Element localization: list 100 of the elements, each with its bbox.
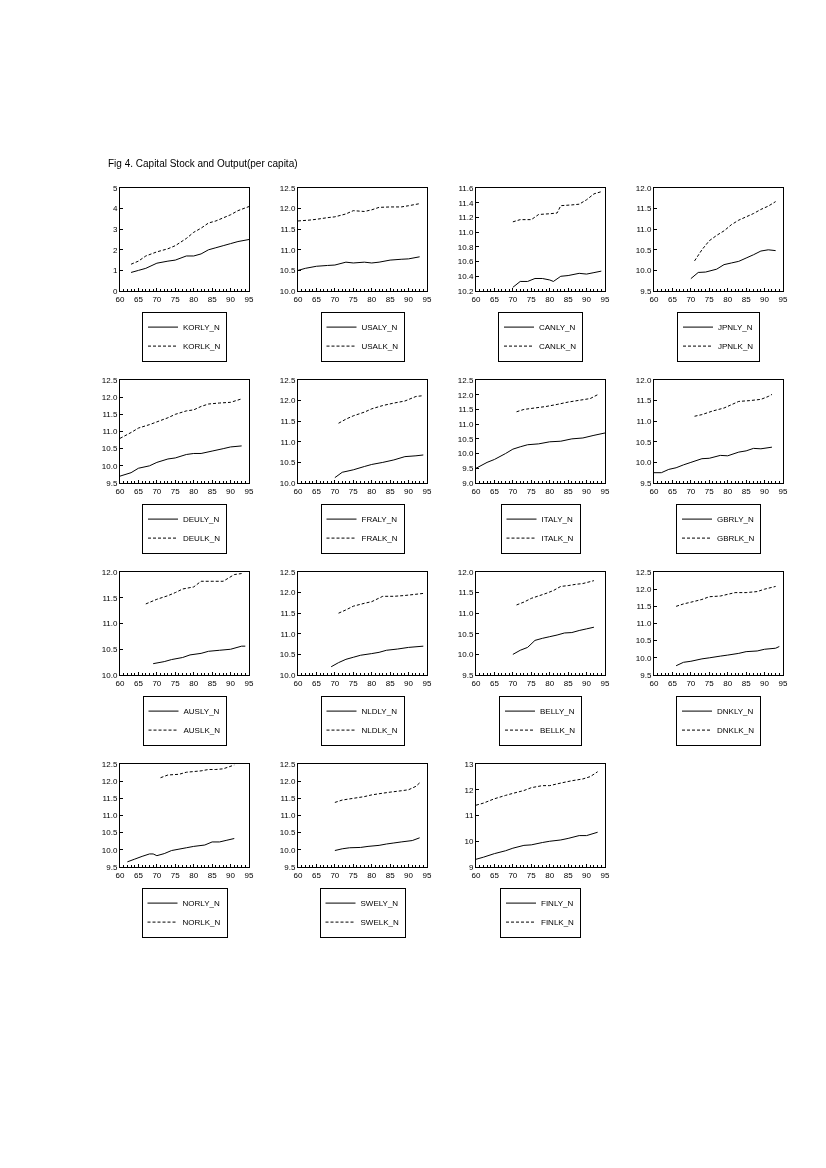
x-tick-label: 65 <box>133 486 144 496</box>
y-tick-label: 11.0 <box>636 225 652 234</box>
x-tick-label: 95 <box>778 678 788 688</box>
y-tick-label: 1 <box>112 266 118 276</box>
legend-label: DNKLK_N <box>717 726 755 736</box>
x-tick-label: 65 <box>133 870 144 880</box>
y-tick-label: 10.0 <box>279 286 296 296</box>
x-tick-label: 65 <box>311 294 322 304</box>
x-tick-label: 90 <box>582 870 592 880</box>
x-tick-label: 85 <box>207 294 218 304</box>
legend-label: SWELY_N <box>360 899 399 909</box>
line-series <box>334 782 421 803</box>
y-tick-label: 9.5 <box>640 670 652 680</box>
x-tick-label: 85 <box>563 870 574 880</box>
x-tick-label: 85 <box>385 678 396 688</box>
x-tick-label: 95 <box>244 870 254 880</box>
y-tick-label: 11.0 <box>102 427 118 437</box>
y-tick-label: 10.5 <box>101 444 118 454</box>
x-tick-label: 80 <box>189 678 199 688</box>
x-tick-label: 80 <box>367 678 377 688</box>
y-tick-label: 9.5 <box>640 478 652 488</box>
y-tick-label: 12.0 <box>635 584 652 594</box>
y-tick-label: 13 <box>464 759 474 769</box>
y-tick-label: 12.5 <box>279 759 296 769</box>
x-tick-label: 60 <box>293 294 303 304</box>
y-tick-label: 10.5 <box>101 645 118 655</box>
y-tick-label: 10.6 <box>457 257 474 267</box>
line-series <box>675 585 777 607</box>
x-tick-label: 75 <box>170 678 181 688</box>
line-series <box>512 191 602 223</box>
y-tick-label: 11.0 <box>458 227 474 237</box>
x-tick-label: 60 <box>115 870 125 880</box>
y-tick-label: 10.0 <box>101 461 118 471</box>
legend-label: AUSLK_N <box>183 726 221 736</box>
y-tick-label: 3 <box>112 225 118 234</box>
legend-label: GBRLY_N <box>717 515 754 525</box>
y-tick-label: 11.5 <box>102 794 118 804</box>
x-tick-label: 65 <box>489 870 500 880</box>
x-tick-label: 75 <box>348 486 359 496</box>
legend-label: FRALY_N <box>361 515 398 525</box>
y-tick-label: 11.0 <box>280 629 296 639</box>
y-tick-label: 9 <box>468 862 474 872</box>
y-tick-label: 10.0 <box>101 845 118 855</box>
x-tick-label: 60 <box>471 678 481 688</box>
x-tick-label: 60 <box>115 294 125 304</box>
x-tick-label: 80 <box>189 486 199 496</box>
line-series <box>334 837 421 852</box>
y-tick-label: 11.5 <box>280 417 296 426</box>
x-tick-label: 90 <box>582 486 592 496</box>
x-tick-label: 90 <box>226 486 236 496</box>
line-series <box>126 838 235 863</box>
x-tick-label: 85 <box>741 678 752 688</box>
x-tick-label: 75 <box>170 870 181 880</box>
y-tick-label: 12.0 <box>635 183 652 193</box>
x-tick-label: 65 <box>311 486 322 496</box>
x-tick-label: 90 <box>404 486 414 496</box>
x-tick-label: 90 <box>226 870 236 880</box>
y-tick-label: 10.5 <box>279 458 296 468</box>
y-tick-label: 11.0 <box>102 619 118 629</box>
x-tick-label: 90 <box>404 678 414 688</box>
x-tick-label: 85 <box>385 294 396 304</box>
y-tick-label: 12.5 <box>279 183 296 193</box>
x-tick-label: 70 <box>508 294 518 304</box>
y-tick-label: 11.5 <box>280 609 296 618</box>
y-tick-label: 12.0 <box>279 204 296 214</box>
y-tick-label: 12.0 <box>279 396 296 406</box>
y-tick-label: 11.0 <box>280 437 296 447</box>
x-tick-label: 60 <box>115 486 125 496</box>
y-tick-label: 11 <box>465 811 474 821</box>
x-tick-label: 95 <box>778 294 788 304</box>
y-tick-label: 4 <box>112 204 118 214</box>
y-tick-label: 11.0 <box>280 245 296 255</box>
y-tick-label: 9.5 <box>106 862 118 872</box>
x-tick-label: 70 <box>508 678 518 688</box>
y-tick-label: 5 <box>112 183 118 193</box>
y-tick-label: 12.0 <box>101 776 118 786</box>
x-tick-label: 90 <box>226 678 236 688</box>
x-tick-label: 85 <box>563 294 574 304</box>
legend-label: USALY_N <box>361 323 398 333</box>
y-tick-label: 10.0 <box>635 266 652 276</box>
x-tick-label: 60 <box>471 294 481 304</box>
x-tick-label: 75 <box>526 294 537 304</box>
y-tick-label: 11.5 <box>280 225 296 234</box>
x-tick-label: 90 <box>582 678 592 688</box>
x-tick-label: 65 <box>667 486 678 496</box>
y-tick-label: 11.4 <box>458 198 474 208</box>
y-tick-label: 9.5 <box>106 478 118 488</box>
x-tick-label: 75 <box>348 678 359 688</box>
x-tick-label: 85 <box>385 870 396 880</box>
line-series <box>694 393 773 417</box>
legend-label: CANLK_N <box>539 342 577 352</box>
x-tick-label: 80 <box>545 678 555 688</box>
x-tick-label: 85 <box>207 678 218 688</box>
y-tick-label: 10.2 <box>457 286 474 296</box>
x-tick-label: 65 <box>667 678 678 688</box>
line-series <box>516 580 595 606</box>
line-series <box>338 395 424 424</box>
y-tick-label: 11.0 <box>636 619 652 629</box>
x-tick-label: 70 <box>330 486 340 496</box>
x-tick-label: 75 <box>526 870 537 880</box>
